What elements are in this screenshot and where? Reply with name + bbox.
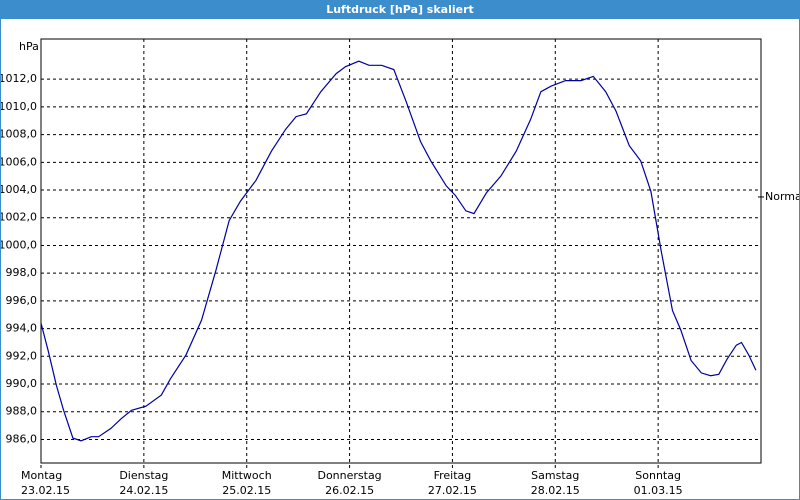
y-tick-label: 1000,0 [1, 238, 37, 251]
y-tick-label: 990,0 [6, 377, 38, 390]
y-tick-label: 998,0 [6, 266, 38, 279]
x-tick-label: Montag [21, 469, 62, 482]
x-tick-label: Dienstag [119, 469, 168, 482]
x-tick-label: Samstag [531, 469, 579, 482]
y-tick-label: 1004,0 [1, 183, 37, 196]
x-tick-date: 26.02.15 [325, 484, 374, 497]
x-tick-date: 27.02.15 [428, 484, 477, 497]
y-tick-label: 1010,0 [1, 100, 37, 113]
x-tick-date: 01.03.15 [634, 484, 683, 497]
x-tick-label: Donnerstag [317, 469, 381, 482]
x-tick-date: 24.02.15 [119, 484, 168, 497]
title-bar: Luftdruck [hPa] skaliert [1, 1, 799, 19]
chart: hPa 986,0 988,0 990,0 992,0 994,0 996,0 998,0 1… [1, 38, 799, 497]
y-tick-label: 994,0 [6, 322, 38, 335]
x-tick-label: Sonntag [635, 469, 681, 482]
data-line [40, 60, 757, 442]
reference-label: Normal [765, 190, 799, 203]
y-tick-label: 988,0 [6, 405, 38, 418]
x-tick-date: 28.02.15 [531, 484, 580, 497]
y-axis-label: hPa [19, 40, 39, 53]
y-tick-label: 986,0 [6, 432, 38, 445]
y-tick-label: 1012,0 [1, 72, 37, 85]
y-tick-label: 996,0 [6, 294, 38, 307]
y-tick-label: 1006,0 [1, 155, 37, 168]
y-tick-label: 992,0 [6, 349, 38, 362]
y-tick-label: 1008,0 [1, 128, 37, 141]
x-tick-label: Freitag [434, 469, 472, 482]
plot-frame [40, 38, 762, 464]
x-tick-date: 23.02.15 [21, 484, 70, 497]
x-tick-label: Mittwoch [222, 469, 272, 482]
x-tick-date: 25.02.15 [222, 484, 271, 497]
y-tick-label: 1002,0 [1, 211, 37, 224]
